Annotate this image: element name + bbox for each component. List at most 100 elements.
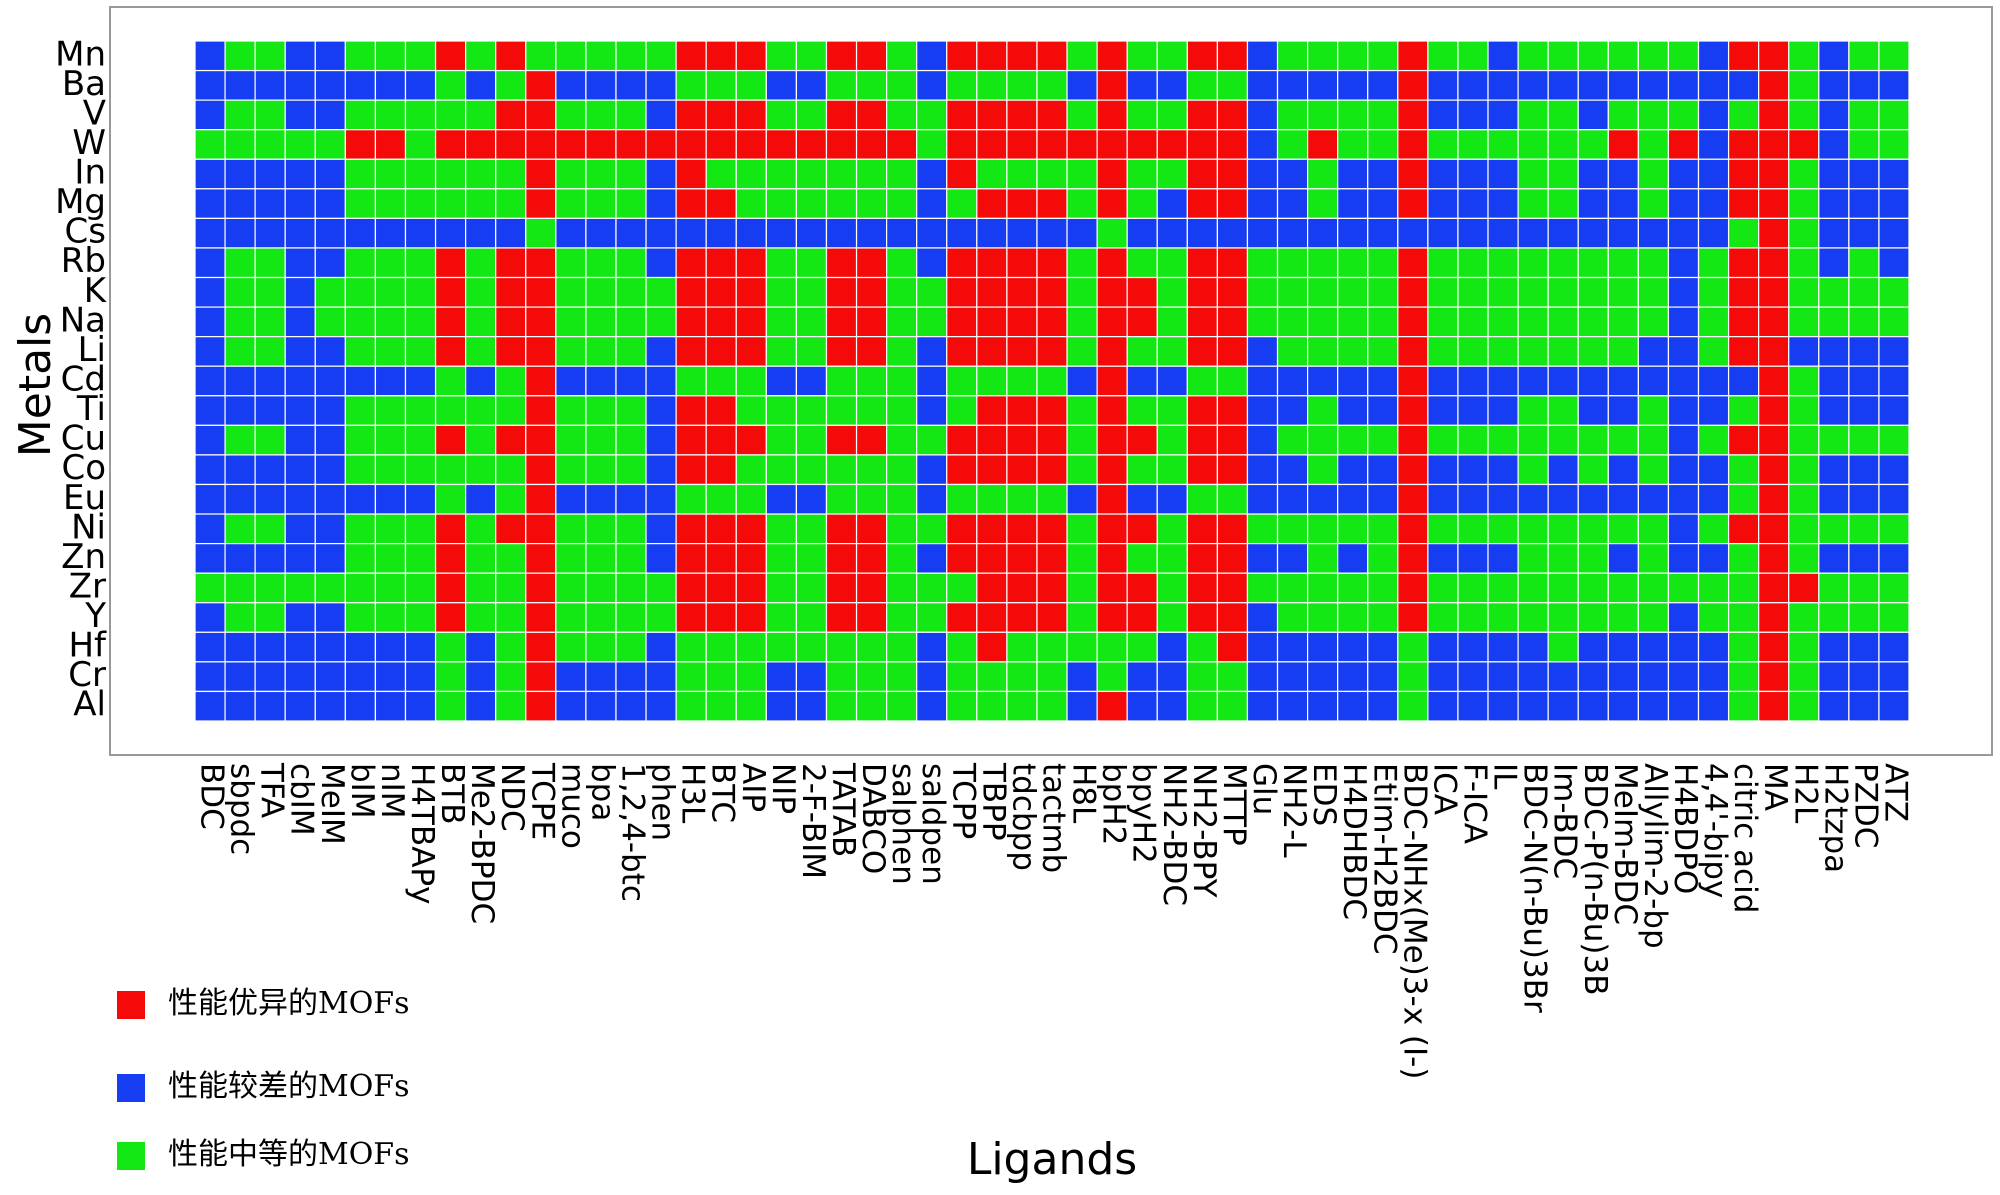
x-tick-label: ICA: [1426, 763, 1462, 815]
heatmap-cell: [1427, 631, 1459, 663]
x-tick-label: cbIM: [284, 763, 320, 836]
heatmap-cell: [976, 513, 1008, 545]
heatmap-cell: [1036, 543, 1068, 574]
heatmap-cell: [224, 631, 256, 663]
legend-swatch: [117, 1142, 145, 1170]
heatmap-cell: [1216, 306, 1249, 338]
heatmap-cell: [1457, 40, 1489, 72]
heatmap-cell: [1487, 158, 1519, 190]
heatmap-cell: [976, 158, 1008, 190]
heatmap-cell: [1006, 306, 1038, 338]
heatmap-cell: [344, 276, 377, 308]
heatmap-cell: [735, 129, 767, 160]
heatmap-cell: [795, 602, 828, 633]
heatmap-cell: [1306, 513, 1339, 545]
heatmap-cell: [1607, 602, 1639, 633]
heatmap-cell: [1788, 69, 1820, 101]
heatmap-cell: [525, 424, 557, 456]
heatmap-cell: [1427, 572, 1459, 604]
heatmap-cell: [735, 661, 767, 693]
heatmap-cell: [825, 513, 858, 545]
heatmap-cell: [1667, 69, 1700, 101]
heatmap-cell: [374, 543, 407, 574]
heatmap-cell: [1006, 424, 1038, 456]
heatmap-cell: [886, 276, 918, 308]
heatmap-cell: [1878, 631, 1910, 663]
heatmap-cell: [916, 631, 948, 663]
heatmap-cell: [976, 602, 1008, 633]
heatmap-cell: [1006, 572, 1038, 604]
heatmap-cell: [434, 454, 467, 486]
heatmap-cell: [1186, 306, 1218, 338]
x-tick-label: sbpdc: [224, 763, 260, 855]
heatmap-cell: [1637, 602, 1670, 633]
y-tick-label: Ni: [71, 507, 106, 547]
x-tick-label: salphen: [885, 763, 921, 885]
heatmap-cell: [855, 631, 888, 663]
heatmap-cell: [735, 69, 767, 101]
heatmap-cell: [825, 276, 858, 308]
heatmap-cell: [194, 188, 226, 219]
heatmap-cell: [585, 217, 617, 249]
heatmap-cell: [615, 158, 647, 190]
heatmap-cell: [344, 129, 377, 160]
heatmap-cell: [1547, 631, 1579, 663]
heatmap-cell: [1006, 513, 1038, 545]
heatmap-cell: [1186, 424, 1218, 456]
x-tick-label: Etim-H2BDC: [1366, 763, 1402, 955]
heatmap-cell: [1517, 424, 1549, 456]
x-tick-label: MA: [1757, 763, 1793, 811]
heatmap-cell: [1367, 424, 1399, 456]
heatmap-cell: [1276, 513, 1309, 545]
heatmap-cell: [1306, 99, 1339, 131]
heatmap-cell: [434, 69, 467, 101]
heatmap-cell: [1397, 395, 1429, 426]
heatmap-cell: [916, 99, 948, 131]
legend-label: 性能较差的MOFs: [168, 1069, 410, 1104]
heatmap-cell: [1186, 602, 1218, 633]
heatmap-cell: [1607, 40, 1639, 72]
heatmap-cell: [946, 690, 978, 722]
heatmap-cell: [344, 158, 377, 190]
y-tick-label: V: [83, 93, 106, 133]
heatmap-cell: [1276, 483, 1309, 515]
heatmap-cell: [525, 572, 557, 604]
heatmap-cell: [1337, 395, 1369, 426]
heatmap-cell: [1667, 631, 1700, 663]
heatmap-cell: [1397, 69, 1429, 101]
heatmap-cell: [585, 395, 617, 426]
heatmap-cell: [1367, 306, 1399, 338]
y-tick-label: Cs: [65, 212, 106, 252]
heatmap-cell: [795, 395, 828, 426]
heatmap-cell: [1126, 631, 1158, 663]
heatmap-cell: [1066, 40, 1098, 72]
heatmap-cell: [1547, 513, 1579, 545]
heatmap-cell: [1276, 306, 1309, 338]
heatmap-cell: [615, 543, 647, 574]
heatmap-cell: [1276, 276, 1309, 308]
heatmap-cell: [1367, 454, 1399, 486]
heatmap-cell: [1637, 40, 1670, 72]
heatmap-cell: [1637, 483, 1670, 515]
heatmap-cell: [1637, 129, 1670, 160]
heatmap-cell: [1547, 247, 1579, 279]
heatmap-cell: [1758, 188, 1790, 219]
heatmap-cell: [1006, 483, 1038, 515]
heatmap-cell: [705, 247, 737, 279]
heatmap-cell: [1397, 661, 1429, 693]
heatmap-cell: [645, 158, 677, 190]
legend-label: 性能优异的MOFs: [168, 986, 410, 1021]
heatmap-cell: [434, 99, 467, 131]
heatmap-cell: [916, 661, 948, 693]
heatmap-cell: [1066, 129, 1098, 160]
heatmap-cell: [1788, 99, 1820, 131]
heatmap-cell: [1066, 483, 1098, 515]
heatmap-cell: [705, 276, 737, 308]
heatmap-cell: [1096, 631, 1128, 663]
heatmap-cell: [1487, 336, 1519, 367]
heatmap-cell: [795, 306, 828, 338]
heatmap-cell: [585, 276, 617, 308]
heatmap-cell: [1818, 395, 1850, 426]
heatmap-cell: [1547, 454, 1579, 486]
heatmap-cell: [525, 306, 557, 338]
